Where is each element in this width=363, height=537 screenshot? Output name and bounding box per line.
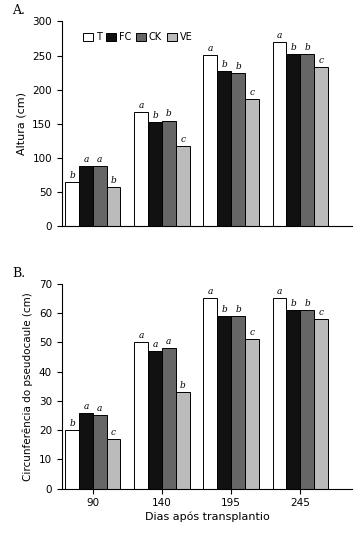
Text: b: b xyxy=(221,305,227,314)
Text: b: b xyxy=(290,42,296,52)
Bar xyxy=(93,166,107,227)
Text: a: a xyxy=(139,331,144,340)
Bar xyxy=(93,416,107,489)
Bar xyxy=(231,74,245,227)
Text: a: a xyxy=(277,31,282,40)
Text: b: b xyxy=(111,177,117,185)
Bar xyxy=(273,299,286,489)
Bar xyxy=(217,316,231,489)
Text: b: b xyxy=(69,419,75,428)
Text: a: a xyxy=(208,287,213,296)
Text: b: b xyxy=(180,381,185,390)
Text: b: b xyxy=(235,62,241,71)
Text: c: c xyxy=(111,428,116,437)
Text: a: a xyxy=(208,44,213,53)
Bar xyxy=(231,316,245,489)
Text: a: a xyxy=(152,340,158,349)
Bar xyxy=(134,112,148,227)
Bar xyxy=(107,439,121,489)
Text: a: a xyxy=(97,155,102,164)
Bar xyxy=(176,146,189,227)
Text: a: a xyxy=(83,155,89,164)
Text: A.: A. xyxy=(12,4,25,17)
Bar xyxy=(203,299,217,489)
Bar xyxy=(134,342,148,489)
Text: b: b xyxy=(304,299,310,308)
Text: a: a xyxy=(97,404,102,413)
Legend: T, FC, CK, VE: T, FC, CK, VE xyxy=(81,31,194,45)
Text: b: b xyxy=(69,171,75,180)
Bar xyxy=(65,430,79,489)
Bar xyxy=(300,310,314,489)
Text: B.: B. xyxy=(12,267,25,280)
Bar xyxy=(79,412,93,489)
Text: a: a xyxy=(166,337,172,346)
Bar xyxy=(314,67,328,227)
Bar xyxy=(65,182,79,227)
Text: a: a xyxy=(83,402,89,410)
X-axis label: Dias após transplantio: Dias após transplantio xyxy=(144,511,269,521)
Bar xyxy=(273,42,286,227)
Bar xyxy=(176,392,189,489)
Bar xyxy=(217,71,231,227)
Bar xyxy=(162,348,176,489)
Bar xyxy=(245,99,259,227)
Bar xyxy=(300,54,314,227)
Bar xyxy=(148,122,162,227)
Bar xyxy=(203,55,217,227)
Bar xyxy=(245,339,259,489)
Text: c: c xyxy=(249,328,254,337)
Text: b: b xyxy=(221,60,227,69)
Text: b: b xyxy=(304,42,310,52)
Text: c: c xyxy=(318,56,323,65)
Y-axis label: Altura (cm): Altura (cm) xyxy=(17,92,27,155)
Text: b: b xyxy=(166,110,172,119)
Text: b: b xyxy=(152,111,158,120)
Bar xyxy=(314,319,328,489)
Text: c: c xyxy=(180,135,185,144)
Bar xyxy=(162,120,176,227)
Bar xyxy=(107,187,121,227)
Text: a: a xyxy=(139,100,144,110)
Bar xyxy=(286,310,300,489)
Bar xyxy=(286,54,300,227)
Text: b: b xyxy=(290,299,296,308)
Text: b: b xyxy=(235,305,241,314)
Text: c: c xyxy=(249,88,254,97)
Text: a: a xyxy=(277,287,282,296)
Text: c: c xyxy=(318,308,323,317)
Y-axis label: Circunferência do pseudocaule (cm): Circunferência do pseudocaule (cm) xyxy=(23,292,33,481)
Bar xyxy=(79,166,93,227)
Bar xyxy=(148,351,162,489)
